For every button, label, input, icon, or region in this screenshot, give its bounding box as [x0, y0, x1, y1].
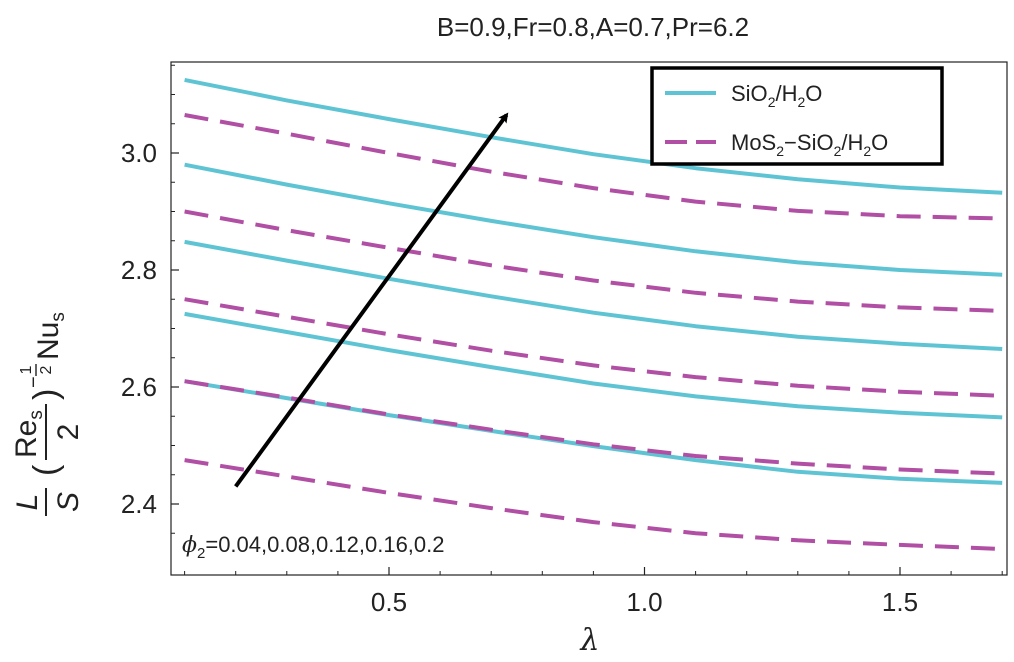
trend-arrow [234, 112, 509, 488]
x-tick-label: 0.5 [371, 587, 407, 617]
y-tick-label: 2.6 [121, 372, 157, 402]
y-tick-label: 2.8 [121, 255, 157, 285]
ylabel-L: L [11, 494, 44, 511]
ylabel-exp-num: 1 [18, 365, 35, 374]
phi-subscript: 2 [197, 545, 205, 562]
mos2-line-phi-0.2 [184, 113, 1003, 221]
mos2-line-phi-0.04 [184, 458, 1003, 551]
y-tick-label: 2.4 [121, 489, 157, 519]
x-tick-label: 1.0 [626, 587, 662, 617]
phi-annotation: ϕ2=0.04,0.08,0.12,0.16,0.2 [182, 532, 445, 562]
ylabel-Re: Res [10, 410, 47, 458]
chart-title: B=0.9,Fr=0.8,A=0.7,Pr=6.2 [437, 12, 749, 42]
phi-values: =0.04,0.08,0.12,0.16,0.2 [205, 532, 444, 557]
phi-symbol: ϕ [182, 533, 197, 558]
mos2-line-phi-0.12 [184, 297, 1003, 398]
x-axis-label: λ [579, 623, 599, 658]
legend-label-mos2: MoS2−SiO2/H2O [731, 130, 888, 159]
ylabel-S: S [52, 492, 85, 512]
ylabel-exp-neg: − [23, 376, 45, 388]
ylabel-rparen: ) [27, 389, 65, 400]
series-group [184, 77, 1003, 551]
x-tick-label: 1.5 [882, 587, 918, 617]
ylabel-Nu: Nus [32, 312, 69, 360]
sio2-line-phi-0.2 [184, 77, 1003, 195]
plot-frame [170, 61, 1008, 576]
x-axis-ticks: 0.5 1.0 1.5 [184, 567, 1003, 617]
mos2-line-phi-0.08 [184, 379, 1003, 476]
ylabel-two: 2 [52, 424, 85, 441]
arrow-line [234, 112, 509, 488]
mos2-line-phi-0.16 [184, 209, 1003, 313]
ylabel-exp-den: 2 [38, 365, 55, 374]
sio2-line-phi-0.08 [184, 311, 1003, 420]
sio2-line-phi-0.16 [184, 162, 1003, 277]
sio2-line-phi-0.12 [184, 239, 1003, 351]
legend-label-sio2: SiO2/H2O [731, 81, 822, 110]
y-axis-ticks: 2.4 2.6 2.8 3.0 [121, 64, 179, 534]
ylabel-lparen: ( [27, 464, 65, 476]
y-axis-label: L S ( Res 2 ) − 1 2 Nus [10, 312, 85, 516]
legend-box [650, 66, 944, 166]
y-tick-label: 3.0 [121, 138, 157, 168]
legend: SiO2/H2O MoS2−SiO2/H2O [650, 66, 944, 166]
